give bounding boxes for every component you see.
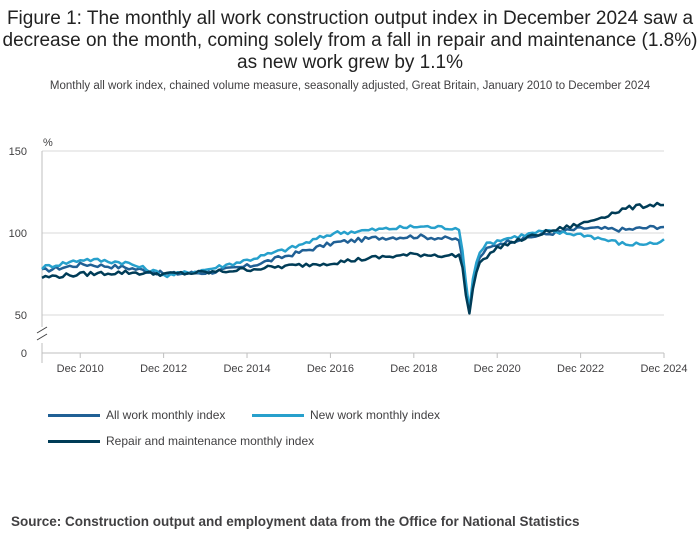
legend-item-repair[interactable]: Repair and maintenance monthly index	[48, 434, 314, 448]
legend-label-all-work: All work monthly index	[106, 408, 226, 422]
y-tick-label: 100	[9, 228, 27, 240]
x-tick-label: Dec 2014	[223, 363, 270, 375]
legend-item-all-work[interactable]: All work monthly index	[48, 408, 225, 422]
chart-title: Figure 1: The monthly all work construct…	[2, 8, 698, 73]
y-tick-label: 50	[15, 310, 27, 322]
legend-swatch-repair	[48, 439, 100, 443]
x-tick-label: Dec 2024	[640, 363, 687, 375]
series-line-all-work	[41, 224, 665, 313]
legend-label-repair: Repair and maintenance monthly index	[106, 434, 315, 448]
legend-item-new-work[interactable]: New work monthly index	[252, 408, 440, 422]
x-tick-label: Dec 2020	[474, 363, 521, 375]
y-axis-label: %	[43, 137, 53, 149]
source-note: Source: Construction output and employme…	[11, 514, 580, 529]
chart-subtitle: Monthly all work index, chained volume m…	[49, 80, 651, 92]
legend-swatch-new-work	[252, 413, 304, 417]
axis-break-mark	[36, 333, 48, 341]
y-tick-label: 150	[9, 146, 27, 158]
x-tick-label: Dec 2016	[307, 363, 354, 375]
series-line-new-work	[41, 224, 665, 312]
legend-swatch-all-work	[48, 413, 100, 417]
y-tick-label: 0	[21, 348, 27, 360]
x-tick-label: Dec 2012	[140, 363, 187, 375]
x-tick-label: Dec 2018	[390, 363, 437, 375]
axis-break-mark	[36, 326, 48, 334]
legend-label-new-work: New work monthly index	[310, 408, 441, 422]
x-tick-label: Dec 2022	[557, 363, 604, 375]
series-line-repair	[41, 201, 665, 315]
x-tick-label: Dec 2010	[57, 363, 104, 375]
